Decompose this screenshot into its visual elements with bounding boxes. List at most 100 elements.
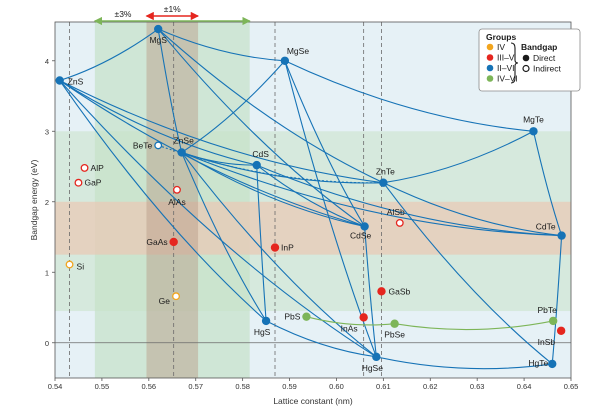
alloy-curves <box>59 28 563 370</box>
alloy-curve <box>532 131 563 236</box>
data-point-cds <box>252 160 261 170</box>
y-axis-label: Bandgap energy (eV) <box>29 159 39 240</box>
point-label: ZnTe <box>376 167 395 177</box>
point-label: MgSe <box>287 46 309 56</box>
point-label: AlSb <box>387 207 405 217</box>
alloy-curve <box>181 151 562 237</box>
x-tick-label: 0.65 <box>564 382 579 391</box>
legend-swatch-iv <box>486 43 494 51</box>
data-point-alsb <box>395 218 404 227</box>
data-points: ZnS MgS MgSe BeTe ZnSe CdS ZnTe MgTe CdSe CdTe HgS… <box>55 24 566 373</box>
point-label: BeTe <box>133 140 153 150</box>
alloy-curve <box>256 165 267 321</box>
data-point-znte <box>379 178 388 187</box>
data-point-mgse <box>280 56 290 65</box>
y-tick-label: 0 <box>45 339 49 348</box>
legend-brace <box>510 42 519 84</box>
x-tick-label: 0.57 <box>188 382 203 391</box>
point-label: CdTe <box>536 222 556 232</box>
y-tick-label: 3 <box>45 127 49 136</box>
x-tick-label: 0.55 <box>95 382 110 391</box>
legend-swatch-ii-vi <box>486 64 494 72</box>
alloy-curve <box>256 164 365 227</box>
point-label: PbSe <box>384 330 405 340</box>
alloy-curve <box>157 28 285 62</box>
legend-swatch-iii-v <box>486 54 494 61</box>
alloy-curve <box>383 182 562 237</box>
alloy-curve <box>59 80 384 184</box>
legend-group-label: IV–VI <box>497 74 518 84</box>
band-energy-target <box>55 201 571 255</box>
data-point-bete <box>154 141 163 150</box>
axes-frame <box>54 21 572 379</box>
alloy-curve <box>59 80 257 166</box>
alloy-curve <box>59 80 377 358</box>
point-label: GaP <box>84 178 101 188</box>
data-point-pbs <box>302 312 311 321</box>
alloy-curve <box>306 316 395 326</box>
plot-frame <box>54 21 572 379</box>
point-label: CdS <box>252 149 269 159</box>
legend-group-label: II–VI <box>497 63 514 73</box>
legend-indirect-swatch <box>522 64 530 73</box>
point-label: AlP <box>91 163 105 173</box>
alloy-curve <box>383 130 534 184</box>
point-label: ZnS <box>68 77 84 87</box>
mismatch-label: ±1% <box>164 4 181 14</box>
data-point-alp <box>80 163 89 172</box>
data-point-gasb <box>377 287 386 296</box>
x-tick-label: 0.64 <box>517 382 532 391</box>
point-label: InP <box>281 243 294 253</box>
data-point-gap <box>74 178 83 187</box>
point-label: Si <box>77 262 85 272</box>
legend-direct-swatch <box>522 54 530 62</box>
data-point-mgs <box>153 24 163 34</box>
data-point-pbte <box>548 316 558 326</box>
legend-bandgap-label: Indirect <box>533 64 562 74</box>
alloy-curve <box>59 28 159 82</box>
data-point-si <box>65 260 74 269</box>
data-point-zns <box>55 76 64 85</box>
point-label: InSb <box>538 337 556 347</box>
point-label: GaAs <box>146 237 167 247</box>
alloy-curve <box>376 356 553 370</box>
x-tick-label: 0.54 <box>48 382 63 391</box>
legend-bandgap-label: Direct <box>533 53 556 63</box>
legend-swatch-iv-vi <box>486 75 494 82</box>
alloy-curve <box>284 60 534 132</box>
y-tick-label: 4 <box>45 57 49 66</box>
data-point-inp <box>270 243 280 252</box>
alloy-curve <box>157 28 183 153</box>
alloy-curve <box>284 60 366 227</box>
point-label: CdSe <box>350 230 372 240</box>
data-point-inas <box>359 313 368 322</box>
data-point-hgte <box>548 359 557 369</box>
alloy-curve <box>265 320 377 358</box>
data-point-alas <box>173 185 181 194</box>
data-point-ge <box>172 292 180 301</box>
x-tick-label: 0.62 <box>423 382 438 391</box>
point-label: ZnSe <box>173 135 194 145</box>
y-axis-ticks: 0 1 2 3 4 <box>45 57 55 348</box>
legend-groups-title: Groups <box>486 32 516 42</box>
x-axis-ticks: 0.54 0.55 0.56 0.57 0.58 0.59 0.60 0.61 0.62 0.63… <box>48 378 579 391</box>
point-label: InAs <box>341 323 358 333</box>
legend-bandgap-title: Bandgap <box>521 42 557 52</box>
point-label: HgS <box>254 327 271 337</box>
point-label: GaSb <box>388 286 410 296</box>
point-label: HgSe <box>362 363 384 373</box>
mismatch-markers: ±3% ±1% <box>93 4 251 26</box>
x-tick-label: 0.59 <box>282 382 297 391</box>
band-1pct <box>146 22 199 378</box>
alloy-curve <box>59 80 365 227</box>
data-point-mgte <box>529 127 538 136</box>
data-point-cdte <box>557 231 566 240</box>
alloy-curve <box>59 80 267 322</box>
alloy-curve-dashed <box>158 144 384 184</box>
x-tick-label: 0.61 <box>376 382 391 391</box>
x-tick-label: 0.63 <box>470 382 485 391</box>
y-tick-label: 1 <box>45 268 49 277</box>
point-label: HgTe <box>528 358 548 368</box>
